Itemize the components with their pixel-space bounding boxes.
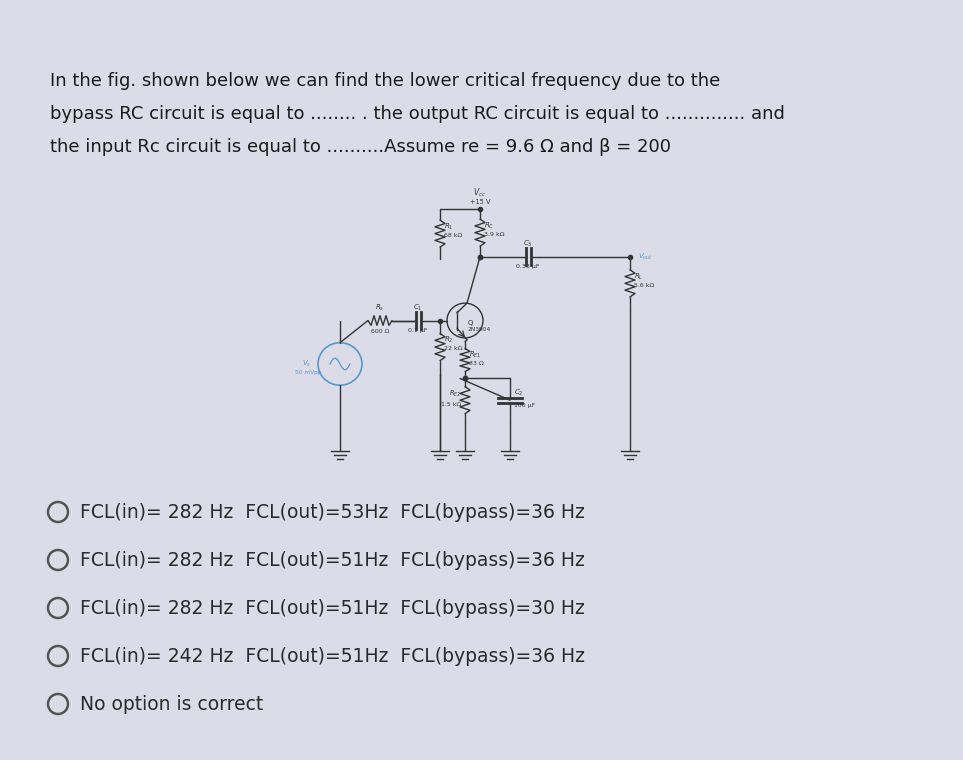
Text: +15 V: +15 V	[470, 198, 490, 204]
Text: 2N3904: 2N3904	[468, 327, 491, 331]
Text: $V_{cc}$: $V_{cc}$	[474, 186, 486, 199]
Text: $C_2$: $C_2$	[514, 388, 524, 397]
Text: FCL(in)= 282 Hz  FCL(out)=51Hz  FCL(bypass)=30 Hz: FCL(in)= 282 Hz FCL(out)=51Hz FCL(bypass…	[80, 599, 585, 617]
Text: 3.9 kΩ: 3.9 kΩ	[484, 232, 505, 237]
Text: bypass RC circuit is equal to ........ . the output RC circuit is equal to .....: bypass RC circuit is equal to ........ .…	[50, 105, 785, 123]
Text: FCL(in)= 242 Hz  FCL(out)=51Hz  FCL(bypass)=36 Hz: FCL(in)= 242 Hz FCL(out)=51Hz FCL(bypass…	[80, 647, 585, 666]
Text: 22 kΩ: 22 kΩ	[444, 347, 462, 351]
Text: 100 μF: 100 μF	[514, 404, 535, 408]
Text: $R_s$: $R_s$	[376, 303, 384, 313]
Text: No option is correct: No option is correct	[80, 695, 263, 714]
Text: $V_{out}$: $V_{out}$	[638, 252, 653, 262]
Text: 1.5 kΩ: 1.5 kΩ	[441, 401, 461, 407]
Text: Q: Q	[468, 321, 474, 326]
Text: $C_1$: $C_1$	[413, 303, 423, 313]
Text: the input Rc circuit is equal to ..........Assume re = 9.6 Ω and β = 200: the input Rc circuit is equal to .......…	[50, 138, 671, 156]
Text: $R_L$: $R_L$	[634, 271, 643, 282]
Text: $R_C$: $R_C$	[484, 221, 494, 231]
Text: $R_{E2}$: $R_{E2}$	[449, 388, 461, 398]
Text: 68 kΩ: 68 kΩ	[444, 233, 462, 238]
Text: 600 Ω: 600 Ω	[371, 328, 389, 334]
Text: 0.33 μF: 0.33 μF	[516, 264, 539, 269]
Text: $R_1$: $R_1$	[444, 222, 454, 232]
Text: $V_s$: $V_s$	[302, 359, 312, 369]
Text: 50 mVpp: 50 mVpp	[295, 370, 322, 375]
Text: FCL(in)= 282 Hz  FCL(out)=53Hz  FCL(bypass)=36 Hz: FCL(in)= 282 Hz FCL(out)=53Hz FCL(bypass…	[80, 502, 585, 521]
Text: $C_3$: $C_3$	[523, 239, 533, 249]
Text: 5.6 kΩ: 5.6 kΩ	[634, 283, 654, 288]
Text: In the fig. shown below we can find the lower critical frequency due to the: In the fig. shown below we can find the …	[50, 72, 720, 90]
Text: 0.1 μF: 0.1 μF	[408, 328, 428, 333]
Text: 33 Ω: 33 Ω	[469, 362, 483, 366]
Text: $R_{E1}$: $R_{E1}$	[469, 350, 482, 360]
Text: FCL(in)= 282 Hz  FCL(out)=51Hz  FCL(bypass)=36 Hz: FCL(in)= 282 Hz FCL(out)=51Hz FCL(bypass…	[80, 550, 585, 569]
Text: $R_2$: $R_2$	[444, 335, 454, 345]
